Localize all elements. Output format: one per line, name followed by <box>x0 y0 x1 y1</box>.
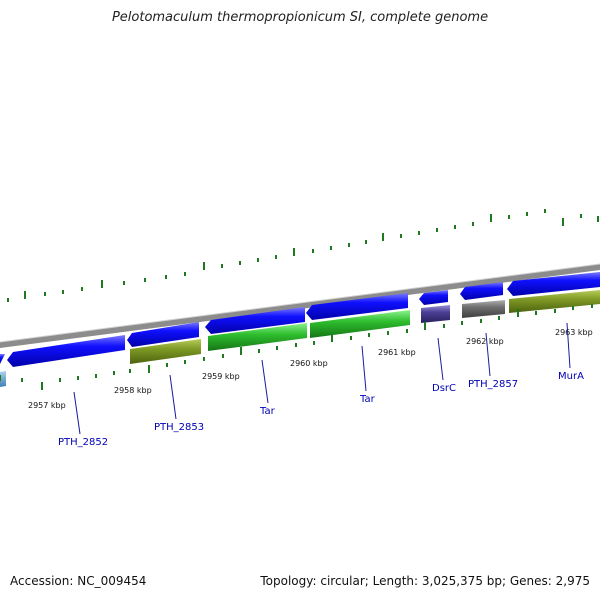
cog-bar-pth2857 <box>462 300 505 318</box>
kbp-label-2962: 2962 kbp <box>466 337 504 346</box>
gene-label-tar1[interactable]: Tar <box>259 406 276 417</box>
gene-arrow-tar1[interactable] <box>205 307 305 334</box>
genome-summary-text: Topology: circular; Length: 3,025,375 bp… <box>260 574 590 588</box>
kbp-label-2957: 2957 kbp <box>28 401 66 410</box>
gene-arrow-tar2[interactable] <box>306 293 408 320</box>
gene-arrow-edge <box>0 354 5 364</box>
cog-bar-dsrc <box>421 305 450 323</box>
gene-leader-lines <box>73 322 571 435</box>
gene-label-pth2852[interactable]: PTH_2852 <box>58 437 108 448</box>
kbp-label-2961: 2961 kbp <box>378 348 416 357</box>
gene-label-tar2[interactable]: Tar <box>359 394 376 405</box>
cog-bar-tar2 <box>310 310 410 338</box>
outer-gc-ticks <box>7 209 599 302</box>
gene-labels: PTH_2852 PTH_2853 Tar Tar DsrC PTH_2857 … <box>58 371 584 448</box>
gene-arrow-pth2853[interactable] <box>127 322 199 347</box>
genome-backbone <box>0 264 600 348</box>
cog-bar-pth2853 <box>130 339 201 364</box>
gene-label-pth2857[interactable]: PTH_2857 <box>468 379 518 390</box>
accession-text: Accession: NC_009454 <box>10 574 147 588</box>
gene-label-pth2853[interactable]: PTH_2853 <box>154 422 204 433</box>
position-labels: 2957 kbp 2958 kbp 2959 kbp 2960 kbp 2961… <box>28 328 593 410</box>
kbp-label-2963: 2963 kbp <box>555 328 593 337</box>
cog-bar-left-edge <box>0 371 6 387</box>
gene-label-dsrc[interactable]: DsrC <box>432 383 456 394</box>
gene-label-mura[interactable]: MurA <box>558 371 584 382</box>
gene-arrow-pth2857[interactable] <box>460 282 503 300</box>
kbp-label-2960: 2960 kbp <box>290 359 328 368</box>
gene-arrow-dsrc-fwd[interactable] <box>419 290 448 305</box>
kbp-label-2959: 2959 kbp <box>202 372 240 381</box>
cog-bar-mura <box>509 290 600 313</box>
map-title: Pelotomaculum thermopropionicum SI, comp… <box>111 10 489 25</box>
forward-genes <box>0 272 600 367</box>
gene-arrow-mura[interactable] <box>507 272 600 296</box>
gene-arrow-pth2852[interactable] <box>7 335 125 367</box>
cog-bar-tar1 <box>208 323 307 351</box>
inner-gc-ticks <box>0 304 593 390</box>
cog-bars <box>0 290 600 387</box>
kbp-label-2958: 2958 kbp <box>114 386 152 395</box>
